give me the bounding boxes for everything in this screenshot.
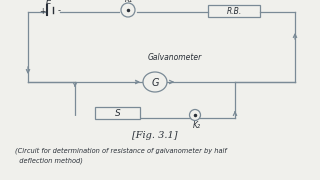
Text: Galvanometer: Galvanometer [148,53,202,62]
Bar [95,107,140,119]
Bar [208,5,260,17]
Text: K₁: K₁ [125,0,133,4]
Text: R.B.: R.B. [226,8,242,17]
Circle shape [189,109,201,120]
Ellipse shape [143,72,167,92]
Text: K₂: K₂ [193,120,201,129]
Text: -: - [58,6,60,15]
Text: (Circuit for determination of resistance of galvanometer by half: (Circuit for determination of resistance… [15,148,227,154]
Text: E: E [46,0,52,6]
Text: [Fig. 3.1]: [Fig. 3.1] [132,132,178,141]
Text: S: S [115,109,120,118]
Text: +: + [39,6,45,15]
Text: G: G [151,78,159,88]
Text: deflection method): deflection method) [15,158,83,164]
